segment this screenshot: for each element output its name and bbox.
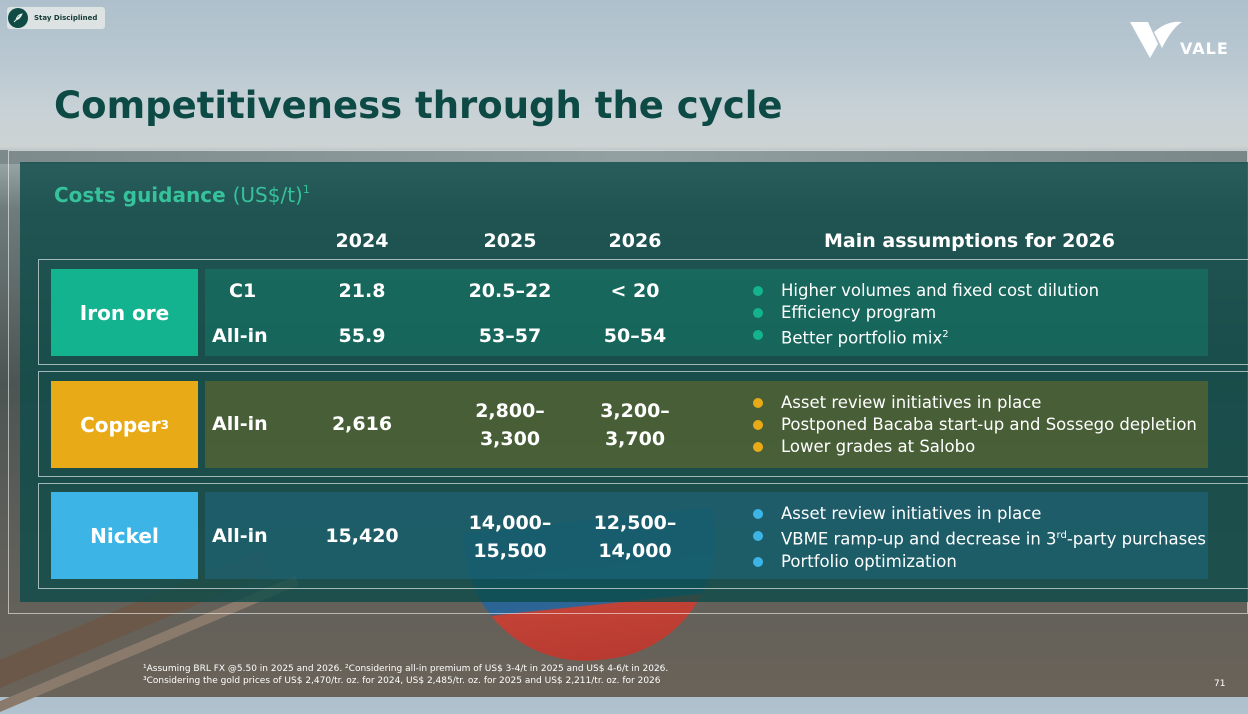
copper-label: Copper 3 (51, 381, 198, 468)
list-item: Lower grades at Salobo (752, 436, 1197, 458)
iron-ore-band (205, 269, 1208, 356)
bullet-text: Asset review initiatives in place (781, 393, 1042, 412)
nickel-2025-line2: 15,500 (473, 540, 547, 562)
bullet-text: Asset review initiatives in place (781, 504, 1042, 523)
list-item: Higher volumes and fixed cost dilution (752, 280, 1099, 302)
list-item: Asset review initiatives in place (752, 503, 1206, 525)
iron-ore-allin-metric: All-in (212, 325, 268, 347)
bullet-text: VBME ramp-up and decrease in 3 (781, 529, 1057, 549)
list-item: Asset review initiatives in place (752, 392, 1197, 414)
bullet-text: Portfolio optimization (781, 551, 957, 571)
iron-ore-allin-2024: 55.9 (338, 325, 386, 347)
footnote-ref: 3 (160, 417, 169, 432)
copper-label-text: Copper (80, 412, 161, 437)
badge-label: Stay Disciplined (34, 14, 98, 22)
costs-footnote-ref: 1 (302, 183, 310, 196)
nickel-row (38, 483, 1248, 589)
nickel-2026: 12,500– 14,000 (580, 509, 690, 565)
bullet-text: Lower grades at Salobo (781, 437, 976, 456)
copper-2026: 3,200– 3,700 (580, 397, 690, 453)
iron-ore-allin-2025: 53–57 (478, 325, 542, 347)
footnote-1: ¹Assuming BRL FX @5.50 in 2025 and 2026.… (143, 664, 669, 674)
iron-ore-c1-2024: 21.8 (338, 280, 386, 302)
copper-allin-metric: All-in (212, 413, 268, 435)
nickel-2025-line1: 14,000– (468, 512, 552, 534)
bullet-text: Higher volumes and fixed cost dilution (781, 281, 1100, 300)
iron-ore-c1-2026: < 20 (610, 280, 660, 302)
column-header-2025: 2025 (483, 230, 537, 252)
bullet-text: Postponed Bacaba start-up and Sossego de… (781, 415, 1197, 434)
bullet-dot (753, 420, 763, 430)
costs-guidance-heading: Costs guidance (US$/t)1 (54, 183, 310, 207)
copper-2026-line2: 3,700 (604, 428, 666, 450)
copper-band (205, 381, 1208, 468)
feather-icon (8, 8, 28, 28)
vale-logo-icon (1130, 21, 1182, 58)
list-item: Better portfolio mix2 (752, 324, 1099, 350)
list-item: Portfolio optimization (752, 551, 1206, 573)
bullet-dot (753, 556, 763, 567)
ordinal-superscript: rd (1056, 530, 1067, 541)
stay-disciplined-badge: Stay Disciplined (7, 7, 105, 29)
bullet-dot (753, 531, 763, 541)
vale-logo: VALE (1128, 18, 1229, 60)
copper-2025-line2: 3,300 (479, 428, 541, 450)
nickel-2026-line1: 12,500– (593, 512, 677, 534)
footnote-2: ³Considering the gold prices of US$ 2,47… (143, 676, 661, 686)
copper-2024: 2,616 (331, 413, 393, 435)
bullet-text-continued: -party purchases (1066, 529, 1206, 549)
page-number: 71 (1214, 679, 1226, 689)
bullet-dot (753, 398, 763, 408)
nickel-assumptions: Asset review initiatives in place VBME r… (752, 503, 1206, 573)
iron-ore-row (38, 259, 1248, 365)
copper-row (38, 371, 1248, 477)
iron-ore-label: Iron ore (51, 269, 198, 356)
column-header-2026: 2026 (608, 230, 662, 252)
nickel-2024: 15,420 (325, 525, 399, 547)
iron-ore-c1-metric: C1 (229, 280, 257, 302)
copper-2025-line1: 2,800– (475, 400, 545, 422)
costs-unit: (US$/t) (232, 183, 303, 207)
bullet-dot (753, 442, 763, 452)
nickel-label: Nickel (51, 492, 198, 579)
iron-ore-assumptions: Higher volumes and fixed cost dilution E… (752, 280, 1099, 350)
column-header-assumptions: Main assumptions for 2026 (824, 230, 1116, 252)
list-item: VBME ramp-up and decrease in 3rd-party p… (752, 525, 1206, 551)
bullet-dot (753, 308, 763, 318)
list-item: Efficiency program (752, 302, 1099, 324)
list-item: Postponed Bacaba start-up and Sossego de… (752, 414, 1197, 436)
vale-logo-text: VALE (1180, 38, 1229, 58)
nickel-2026-line2: 14,000 (598, 540, 672, 562)
column-header-2024: 2024 (335, 230, 389, 252)
bullet-text: Better portfolio mix (781, 328, 943, 348)
iron-ore-c1-2025: 20.5–22 (468, 280, 552, 302)
bullet-dot (753, 509, 763, 519)
copper-2025: 2,800– 3,300 (455, 397, 565, 453)
footnote-ref: 2 (942, 329, 949, 340)
copper-2026-line1: 3,200– (600, 400, 670, 422)
nickel-2025: 14,000– 15,500 (455, 509, 565, 565)
bullet-dot (753, 330, 763, 340)
costs-label: Costs guidance (54, 183, 226, 207)
bullet-dot (753, 286, 763, 296)
nickel-allin-metric: All-in (212, 525, 268, 547)
nickel-band (205, 492, 1208, 579)
copper-assumptions: Asset review initiatives in place Postpo… (752, 392, 1197, 458)
page-title: Competitiveness through the cycle (54, 84, 783, 127)
background-horizon (0, 150, 1248, 164)
bullet-text: Efficiency program (781, 303, 937, 322)
iron-ore-allin-2026: 50–54 (603, 325, 667, 347)
